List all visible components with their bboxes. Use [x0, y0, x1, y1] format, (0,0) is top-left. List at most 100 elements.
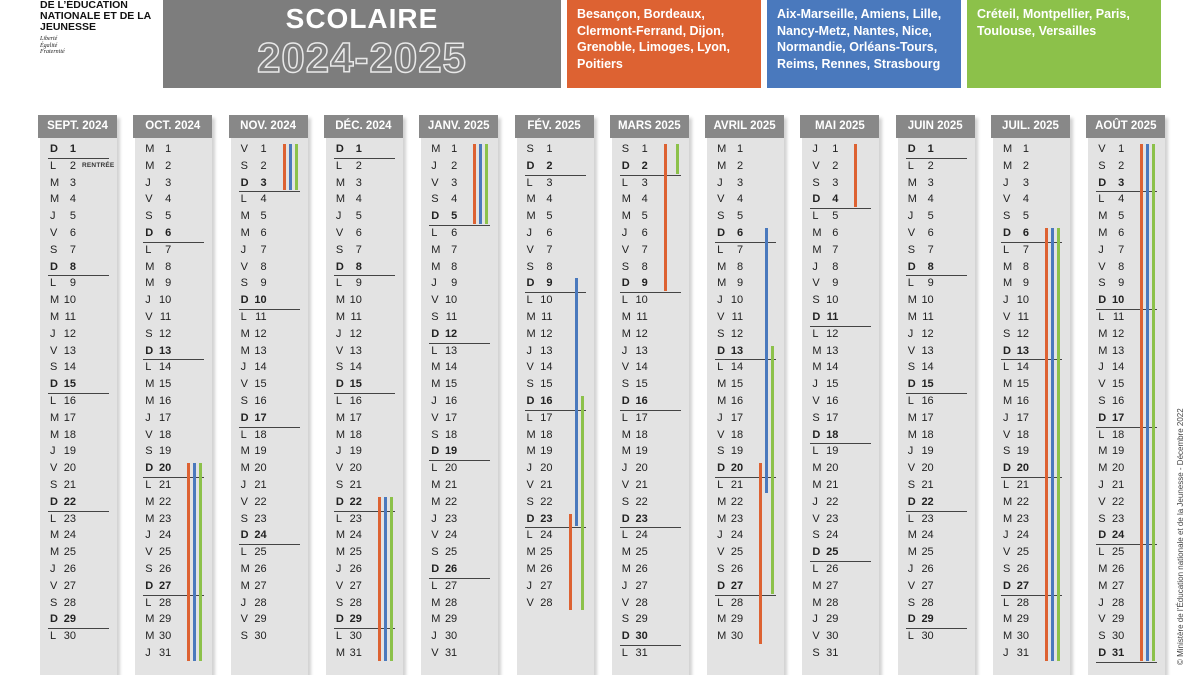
weekday-letter: L [431, 227, 438, 239]
weekday-letter: L [621, 176, 628, 189]
day-row: D 17 [1088, 411, 1165, 428]
month-column: FÉV. 2025 S 1 D 2 L 3 M 4 M 5 J 6 V 7 S 8 D 9 L 10 M 11 M 12 J 13 V… [514, 115, 594, 675]
day-row: L 23 [326, 512, 403, 529]
day-number: 25 [826, 546, 839, 559]
day-number: 16 [159, 395, 172, 407]
day-number: 20 [826, 462, 839, 475]
day-row: D 19 [421, 444, 498, 461]
day-number: 7 [451, 243, 458, 256]
day-number: 16 [540, 395, 553, 407]
day-row: J 28 [1088, 596, 1165, 613]
day-number: 31 [826, 647, 839, 659]
day-number: 1 [832, 143, 839, 155]
weekday-letter: S [335, 596, 344, 609]
weekday-letter: J [50, 445, 56, 458]
weekday-letter: V [812, 159, 820, 172]
day-number: 17 [1112, 411, 1125, 424]
weekday-letter: M [50, 294, 60, 307]
day-number: 29 [1112, 613, 1125, 626]
day-row: J 24 [135, 528, 212, 545]
day-number: 12 [349, 327, 362, 340]
weekday-letter: S [1003, 563, 1011, 575]
day-number: 8 [832, 260, 839, 273]
day-number: 22 [349, 495, 362, 508]
day-number: 15 [349, 378, 362, 391]
weekday-letter: V [240, 143, 248, 155]
weekday-letter: V [1003, 193, 1011, 206]
day-number: 20 [349, 462, 362, 475]
weekday-letter: V [431, 294, 439, 307]
day-number: 8 [736, 260, 744, 273]
day-row: V 18 [707, 428, 784, 445]
weekday-letter: J [335, 327, 342, 340]
day-number: 19 [540, 445, 553, 458]
vacation-bar-zone-a [759, 463, 763, 644]
weekday-letter: L [240, 546, 247, 559]
weekday-letter: V [431, 529, 439, 542]
day-number: 25 [540, 546, 553, 559]
weekday-letter: J [50, 327, 56, 340]
day-row: S 23 [231, 512, 308, 529]
day-number: 9 [451, 277, 458, 290]
day-number: 27 [254, 579, 267, 592]
day-number: 13 [921, 344, 934, 357]
vacation-bar-zone-c [1057, 228, 1060, 661]
weekday-letter: S [621, 378, 630, 391]
day-number: 25 [1112, 546, 1125, 559]
day-number: 21 [730, 479, 744, 491]
day-number: 28 [63, 596, 76, 609]
weekday-letter: S [50, 479, 58, 491]
day-row: M 26 [231, 562, 308, 579]
weekday-letter: D [145, 579, 154, 592]
day-number: 31 [1016, 647, 1029, 659]
weekday-letter: M [1003, 395, 1013, 407]
day-row: S 12 [135, 327, 212, 344]
weekday-letter: M [621, 546, 631, 559]
weekday-letter: D [431, 327, 440, 340]
weekday-letter: J [50, 210, 56, 223]
weekday-letter: J [907, 210, 914, 223]
day-row: D 22 [326, 495, 403, 512]
day-number: 23 [1112, 512, 1125, 525]
vacation-bar-zone-b [383, 496, 387, 661]
day-row: S 19 [135, 444, 212, 461]
day-number: 10 [444, 294, 458, 307]
weekday-letter: D [1098, 647, 1107, 659]
weekday-letter: M [812, 479, 822, 491]
day-number: 12 [254, 327, 267, 340]
weekday-letter: S [1003, 327, 1011, 340]
day-row: V 11 [135, 310, 212, 327]
weekday-letter: M [717, 395, 727, 407]
day-number: 4 [927, 193, 934, 206]
weekday-letter: V [812, 630, 820, 643]
weekday-letter: L [526, 411, 533, 424]
day-number: 9 [927, 277, 934, 290]
day-row: J 19 [898, 444, 975, 461]
day-number: 17 [540, 411, 553, 424]
day-number: 3 [641, 176, 648, 189]
day-number: 11 [826, 311, 839, 323]
day-number: 23 [635, 512, 648, 525]
day-row: S 31 [802, 646, 879, 663]
vacation-bar-zone-c [389, 496, 393, 661]
weekday-letter: M [240, 227, 250, 239]
day-row: D 22 [40, 495, 117, 512]
day-row: V 29 [1088, 612, 1165, 629]
day-number: 10 [159, 294, 172, 307]
day-row: V 27 [898, 579, 975, 596]
day-number: 26 [540, 563, 553, 575]
weekday-letter: M [907, 411, 917, 424]
day-number: 29 [254, 613, 267, 626]
day-row: J 14 [231, 360, 308, 377]
weekday-letter: M [1003, 260, 1013, 273]
day-row: M 25 [898, 545, 975, 562]
day-row: M 11 [612, 310, 689, 327]
day-number: 5 [641, 210, 648, 223]
day-row: S 14 [326, 360, 403, 377]
